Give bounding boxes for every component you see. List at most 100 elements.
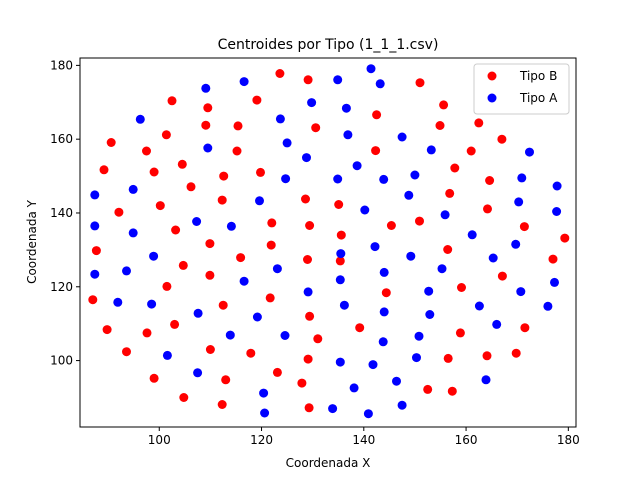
point-tipo-a-68 — [335, 357, 345, 367]
point-tipo-b-82 — [217, 400, 227, 409]
point-tipo-a-50 — [424, 286, 434, 296]
points-layer — [88, 64, 570, 419]
point-tipo-b-32 — [217, 195, 227, 205]
point-tipo-a-28 — [360, 205, 370, 215]
point-tipo-b-3 — [167, 96, 177, 106]
x-tick-label-160: 160 — [455, 433, 478, 447]
point-tipo-b-58 — [88, 295, 98, 305]
point-tipo-a-38 — [90, 269, 100, 279]
point-tipo-a-73 — [481, 375, 491, 385]
point-tipo-a-34 — [128, 228, 138, 238]
point-tipo-b-18 — [371, 146, 381, 156]
x-tick-label-140: 140 — [352, 433, 375, 447]
point-tipo-b-0 — [275, 69, 285, 78]
point-tipo-b-64 — [142, 328, 152, 338]
point-tipo-a-67 — [162, 350, 172, 360]
point-tipo-b-2 — [415, 78, 425, 88]
point-tipo-a-54 — [147, 299, 157, 309]
point-tipo-b-65 — [313, 334, 323, 344]
point-tipo-b-5 — [439, 100, 449, 110]
point-tipo-b-37 — [386, 221, 396, 230]
point-tipo-b-30 — [334, 200, 344, 209]
point-tipo-b-56 — [381, 288, 391, 298]
plot-frame — [79, 57, 577, 428]
point-tipo-a-9 — [343, 130, 353, 140]
point-tipo-a-36 — [370, 242, 380, 252]
point-tipo-b-80 — [447, 386, 457, 396]
point-tipo-b-44 — [91, 246, 101, 256]
point-tipo-a-59 — [252, 312, 262, 322]
point-tipo-a-31 — [90, 221, 100, 231]
point-tipo-b-45 — [443, 245, 453, 254]
point-tipo-a-23 — [552, 181, 562, 191]
point-tipo-b-17 — [232, 146, 242, 156]
point-tipo-b-72 — [482, 351, 492, 361]
point-tipo-a-45 — [379, 267, 389, 277]
point-tipo-b-60 — [305, 311, 315, 321]
point-tipo-a-46 — [437, 264, 447, 274]
point-tipo-a-44 — [272, 264, 282, 274]
point-tipo-b-48 — [303, 255, 312, 264]
point-tipo-b-36 — [305, 221, 315, 230]
point-tipo-a-0 — [366, 64, 376, 74]
point-tipo-a-51 — [516, 287, 526, 297]
point-tipo-b-21 — [99, 165, 109, 175]
point-tipo-b-16 — [142, 146, 151, 156]
point-tipo-b-83 — [304, 403, 314, 413]
point-tipo-b-57 — [265, 293, 275, 303]
point-tipo-a-41 — [406, 251, 416, 261]
legend-label-tipo-b: Tipo B — [519, 69, 557, 83]
point-tipo-a-20 — [517, 173, 527, 183]
point-tipo-b-26 — [186, 182, 196, 192]
point-tipo-a-14 — [525, 147, 534, 157]
point-tipo-b-12 — [435, 121, 445, 130]
point-tipo-a-6 — [341, 103, 351, 113]
point-tipo-a-17 — [333, 174, 343, 184]
point-tipo-a-39 — [149, 251, 159, 261]
point-tipo-a-63 — [280, 331, 290, 340]
point-tipo-a-35 — [467, 230, 477, 240]
legend-marker-tipo-b — [487, 71, 497, 81]
point-tipo-a-4 — [375, 79, 385, 89]
point-tipo-b-20 — [177, 159, 187, 169]
point-tipo-b-52 — [497, 271, 507, 281]
point-tipo-a-21 — [410, 170, 420, 180]
point-tipo-a-12 — [203, 143, 213, 153]
point-tipo-a-18 — [379, 174, 389, 184]
point-tipo-a-52 — [303, 287, 313, 297]
point-tipo-b-78 — [297, 378, 307, 388]
point-tipo-a-72 — [392, 376, 401, 386]
point-tipo-a-74 — [349, 383, 359, 393]
point-tipo-b-50 — [178, 260, 188, 270]
point-tipo-a-76 — [397, 400, 407, 410]
legend: Tipo B Tipo A — [473, 63, 570, 115]
point-tipo-a-60 — [379, 307, 389, 317]
point-tipo-a-32 — [192, 217, 202, 226]
point-tipo-a-11 — [282, 138, 292, 148]
point-tipo-a-65 — [414, 331, 424, 341]
point-tipo-b-40 — [171, 225, 181, 235]
point-tipo-b-79 — [423, 384, 433, 394]
point-tipo-b-41 — [205, 239, 215, 249]
point-tipo-b-68 — [205, 345, 215, 354]
point-tipo-b-28 — [445, 188, 455, 198]
point-tipo-b-81 — [179, 393, 189, 402]
point-tipo-b-74 — [303, 354, 313, 364]
point-tipo-b-49 — [335, 256, 345, 266]
y-tick-label-160: 160 — [50, 132, 73, 146]
point-tipo-a-62 — [492, 319, 502, 329]
point-tipo-b-10 — [233, 121, 243, 131]
point-tipo-a-26 — [404, 190, 414, 200]
point-tipo-b-29 — [301, 194, 310, 204]
point-tipo-b-38 — [415, 216, 424, 226]
point-tipo-a-10 — [397, 132, 407, 142]
point-tipo-a-78 — [260, 408, 270, 418]
point-tipo-b-22 — [149, 167, 159, 177]
point-tipo-a-37 — [511, 239, 521, 249]
y-tick-label-120: 120 — [50, 280, 73, 294]
legend-marker-tipo-a — [487, 93, 497, 103]
point-tipo-b-14 — [161, 130, 171, 140]
point-tipo-a-71 — [193, 368, 203, 378]
point-tipo-a-22 — [128, 184, 138, 194]
